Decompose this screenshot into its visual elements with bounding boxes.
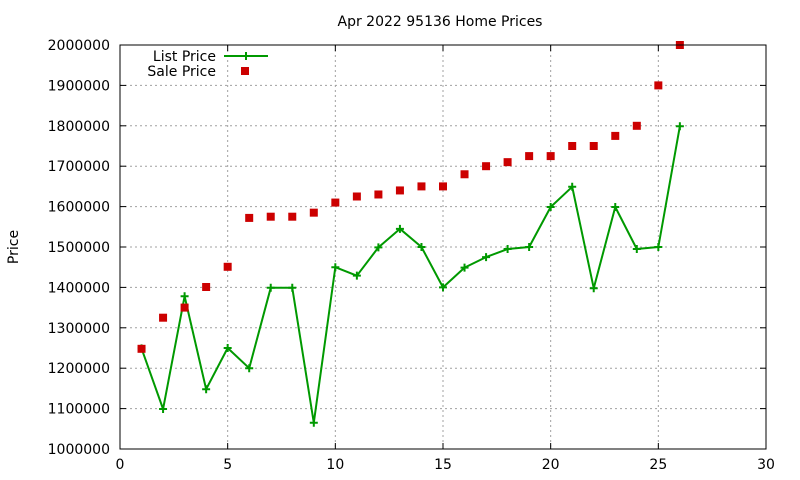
x-tick-label: 20	[542, 457, 560, 473]
y-tick-label: 1100000	[48, 402, 110, 418]
y-tick-label: 1000000	[48, 442, 110, 458]
y-tick-label: 1500000	[48, 240, 110, 256]
y-tick-label: 1600000	[48, 200, 110, 216]
legend-label-list-price: List Price	[153, 49, 216, 65]
data-point-sale-price	[352, 192, 361, 201]
data-point-sale-price	[654, 81, 663, 90]
x-tick-label: 0	[116, 457, 125, 473]
data-point-list-price	[654, 243, 663, 251]
data-point-sale-price	[309, 208, 318, 217]
axis-ticks: 0 5 10 15 20 25 30 1000000 1100000 1200000 1300000…	[48, 38, 775, 473]
x-tick-label: 30	[757, 457, 775, 473]
data-point-list-price	[245, 364, 254, 373]
data-point-list-price	[288, 283, 297, 292]
y-axis-label: Price	[6, 230, 22, 264]
x-tick-label: 10	[326, 457, 344, 473]
data-point-sale-price	[503, 158, 512, 167]
x-tick-label: 25	[649, 457, 667, 473]
data-point-sale-price	[632, 121, 641, 130]
legend-marker-sale-price	[241, 67, 249, 75]
data-point-sale-price	[417, 182, 426, 191]
y-tick-label: 1800000	[48, 119, 110, 135]
data-point-sale-price	[460, 170, 469, 179]
data-point-sale-price	[331, 198, 340, 207]
data-point-list-price	[589, 284, 598, 293]
data-point-list-price	[223, 344, 232, 352]
data-point-sale-price	[159, 313, 168, 322]
data-point-list-price	[331, 263, 340, 272]
data-point-sale-price	[482, 162, 491, 171]
data-point-list-price	[417, 243, 426, 251]
y-tick-label: 1400000	[48, 280, 110, 296]
data-point-list-price	[503, 245, 512, 254]
y-tick-label: 1300000	[48, 321, 110, 337]
y-tick-label: 1900000	[48, 78, 110, 94]
data-point-list-price	[374, 243, 383, 252]
data-point-sale-price	[202, 282, 211, 291]
data-point-list-price	[202, 385, 211, 394]
data-point-list-price	[611, 203, 620, 212]
data-point-sale-price	[288, 212, 297, 221]
data-point-sale-price	[374, 190, 383, 199]
data-point-list-price	[632, 245, 641, 254]
data-point-sale-price	[223, 262, 232, 271]
data-point-list-price	[546, 203, 555, 212]
data-point-list-price	[675, 122, 684, 131]
data-point-sale-price	[611, 131, 620, 140]
data-point-list-price	[525, 243, 534, 251]
x-tick-label: 15	[434, 457, 452, 473]
data-point-sale-price	[546, 152, 555, 161]
data-point-sale-price	[266, 212, 275, 221]
data-point-list-price	[180, 292, 189, 301]
chart-title: Apr 2022 95136 Home Prices	[338, 14, 543, 30]
data-point-list-price	[460, 263, 469, 272]
data-point-sale-price	[180, 303, 189, 312]
data-point-list-price	[439, 283, 447, 292]
data-point-list-price	[266, 283, 275, 292]
x-tick-label: 5	[223, 457, 232, 473]
data-point-sale-price	[568, 142, 577, 150]
data-point-sale-price	[525, 152, 534, 161]
data-point-list-price	[352, 271, 361, 280]
data-point-sale-price	[395, 186, 404, 195]
data-point-list-price	[159, 405, 168, 414]
data-point-list-price	[395, 224, 404, 233]
legend-marker-list-price	[242, 52, 250, 60]
grid-lines	[120, 45, 766, 449]
data-point-list-price	[568, 182, 577, 191]
data-point-sale-price	[589, 142, 598, 150]
data-point-list-price	[309, 418, 318, 427]
data-point-sale-price	[439, 182, 447, 191]
data-point-list-price	[482, 253, 491, 262]
legend: List Price Sale Price	[147, 49, 268, 80]
legend-label-sale-price: Sale Price	[147, 64, 216, 80]
series-layer	[137, 41, 684, 427]
y-tick-label: 2000000	[48, 38, 110, 54]
y-tick-label: 1200000	[48, 361, 110, 377]
data-point-sale-price	[137, 344, 146, 353]
y-tick-label: 1700000	[48, 159, 110, 175]
data-point-sale-price	[245, 213, 254, 222]
series-line-list-price	[140, 126, 681, 424]
